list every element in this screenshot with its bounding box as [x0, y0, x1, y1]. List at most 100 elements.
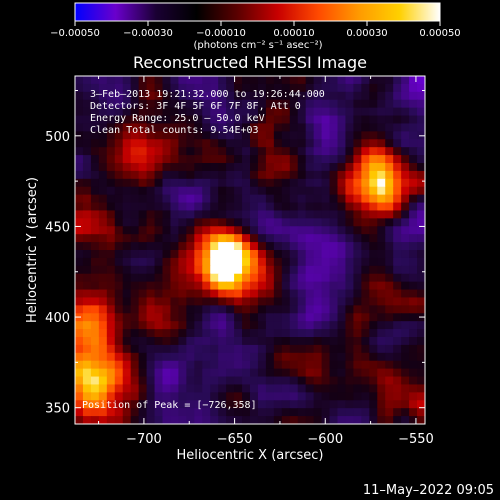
- heatmap-cell: [138, 234, 148, 243]
- heatmap-cell: [194, 226, 203, 235]
- heatmap-cell: [75, 123, 84, 132]
- heatmap-cell: [242, 297, 251, 306]
- heatmap-cell: [154, 131, 164, 140]
- heatmap-cell: [297, 115, 307, 125]
- heatmap-cell: [98, 107, 108, 117]
- heatmap-cell: [329, 360, 339, 370]
- heatmap-cell: [297, 408, 307, 417]
- heatmap-cell: [162, 416, 172, 424]
- heatmap-cell: [75, 352, 84, 362]
- heatmap-cell: [90, 360, 100, 370]
- heatmap-cell: [218, 115, 227, 125]
- heatmap-cell: [178, 99, 187, 109]
- heatmap-cell: [234, 273, 243, 283]
- heatmap-cell: [186, 99, 195, 109]
- heatmap-cell: [361, 344, 370, 354]
- heatmap-cell: [385, 392, 394, 401]
- heatmap-cell: [106, 210, 116, 219]
- heatmap-cell: [313, 218, 323, 227]
- heatmap-cell: [273, 384, 283, 393]
- heatmap-cell: [98, 186, 108, 196]
- heatmap-cell: [210, 281, 219, 291]
- heatmap-cell: [250, 107, 259, 117]
- heatmap-cell: [369, 226, 378, 235]
- heatmap-cell: [361, 242, 370, 251]
- heatmap-cell: [329, 352, 339, 362]
- heatmap-cell: [162, 297, 172, 306]
- heatmap-cell: [146, 210, 156, 219]
- heatmap-cell: [170, 99, 179, 109]
- heatmap-cell: [218, 170, 227, 180]
- heatmap-cell: [146, 194, 156, 204]
- heatmap-cell: [289, 368, 299, 378]
- heatmap-cell: [90, 218, 100, 227]
- heatmap-cell: [106, 155, 116, 164]
- heatmap-cell: [242, 83, 251, 93]
- heatmap-cell: [130, 131, 140, 140]
- heatmap-cell: [162, 400, 172, 409]
- heatmap-cell: [265, 218, 275, 227]
- heatmap-cell: [122, 297, 132, 306]
- heatmap-cell: [90, 305, 100, 314]
- heatmap-cell: [305, 99, 315, 109]
- heatmap-cell: [138, 202, 148, 212]
- heatmap-cell: [353, 384, 362, 393]
- heatmap-cell: [417, 234, 425, 243]
- heatmap-cell: [313, 210, 323, 219]
- heatmap-cell: [162, 202, 172, 212]
- heatmap-cell: [210, 400, 219, 409]
- heatmap-cell: [401, 368, 410, 378]
- heatmap-cell: [162, 281, 172, 291]
- heatmap-cell: [265, 368, 275, 378]
- heatmap-cell: [178, 139, 187, 148]
- heatmap-cell: [226, 234, 235, 243]
- heatmap-cell: [345, 107, 354, 117]
- heatmap-cell: [385, 186, 394, 196]
- heatmap-cell: [393, 337, 402, 346]
- heatmap-cell: [329, 368, 339, 378]
- heatmap-cell: [321, 321, 331, 330]
- heatmap-cell: [202, 186, 211, 196]
- heatmap-cell: [265, 250, 275, 259]
- heatmap-cell: [186, 147, 195, 156]
- heatmap-cell: [409, 416, 418, 424]
- heatmap-cell: [226, 147, 235, 156]
- heatmap-cell: [170, 178, 179, 188]
- heatmap-cell: [202, 147, 211, 156]
- heatmap-cell: [210, 265, 219, 275]
- heatmap-cell: [257, 289, 267, 299]
- heatmap-cell: [297, 163, 307, 172]
- heatmap-cell: [305, 147, 315, 156]
- heatmap-cell: [250, 337, 259, 346]
- heatmap-cell: [393, 218, 402, 227]
- heatmap-cell: [186, 139, 195, 148]
- heatmap-cell: [250, 313, 259, 322]
- heatmap-cell: [218, 344, 227, 354]
- heatmap-cell: [154, 155, 164, 164]
- heatmap-cell: [130, 76, 140, 85]
- heatmap-cell: [281, 139, 291, 148]
- heatmap-cell: [257, 400, 267, 409]
- heatmap-cell: [178, 297, 187, 306]
- heatmap-cell: [257, 329, 267, 338]
- colorbar-tick-label: −0.00010: [196, 28, 246, 39]
- heatmap-cell: [321, 226, 331, 235]
- heatmap-cell: [130, 352, 140, 362]
- heatmap-cell: [170, 83, 179, 93]
- heatmap-cell: [353, 107, 362, 117]
- heatmap-cell: [178, 392, 187, 401]
- heatmap-cell: [98, 139, 108, 148]
- heatmap-cell: [106, 321, 116, 330]
- heatmap-cell: [138, 91, 148, 101]
- heatmap-cell: [234, 170, 243, 180]
- heatmap-cell: [361, 392, 370, 401]
- heatmap-cell: [194, 281, 203, 291]
- heatmap-cell: [250, 408, 259, 417]
- heatmap-cell: [401, 289, 410, 299]
- heatmap-cell: [417, 202, 425, 212]
- heatmap-cell: [305, 91, 315, 101]
- heatmap-cell: [234, 210, 243, 219]
- heatmap-cell: [361, 408, 370, 417]
- heatmap-cell: [321, 329, 331, 338]
- heatmap-cell: [106, 289, 116, 299]
